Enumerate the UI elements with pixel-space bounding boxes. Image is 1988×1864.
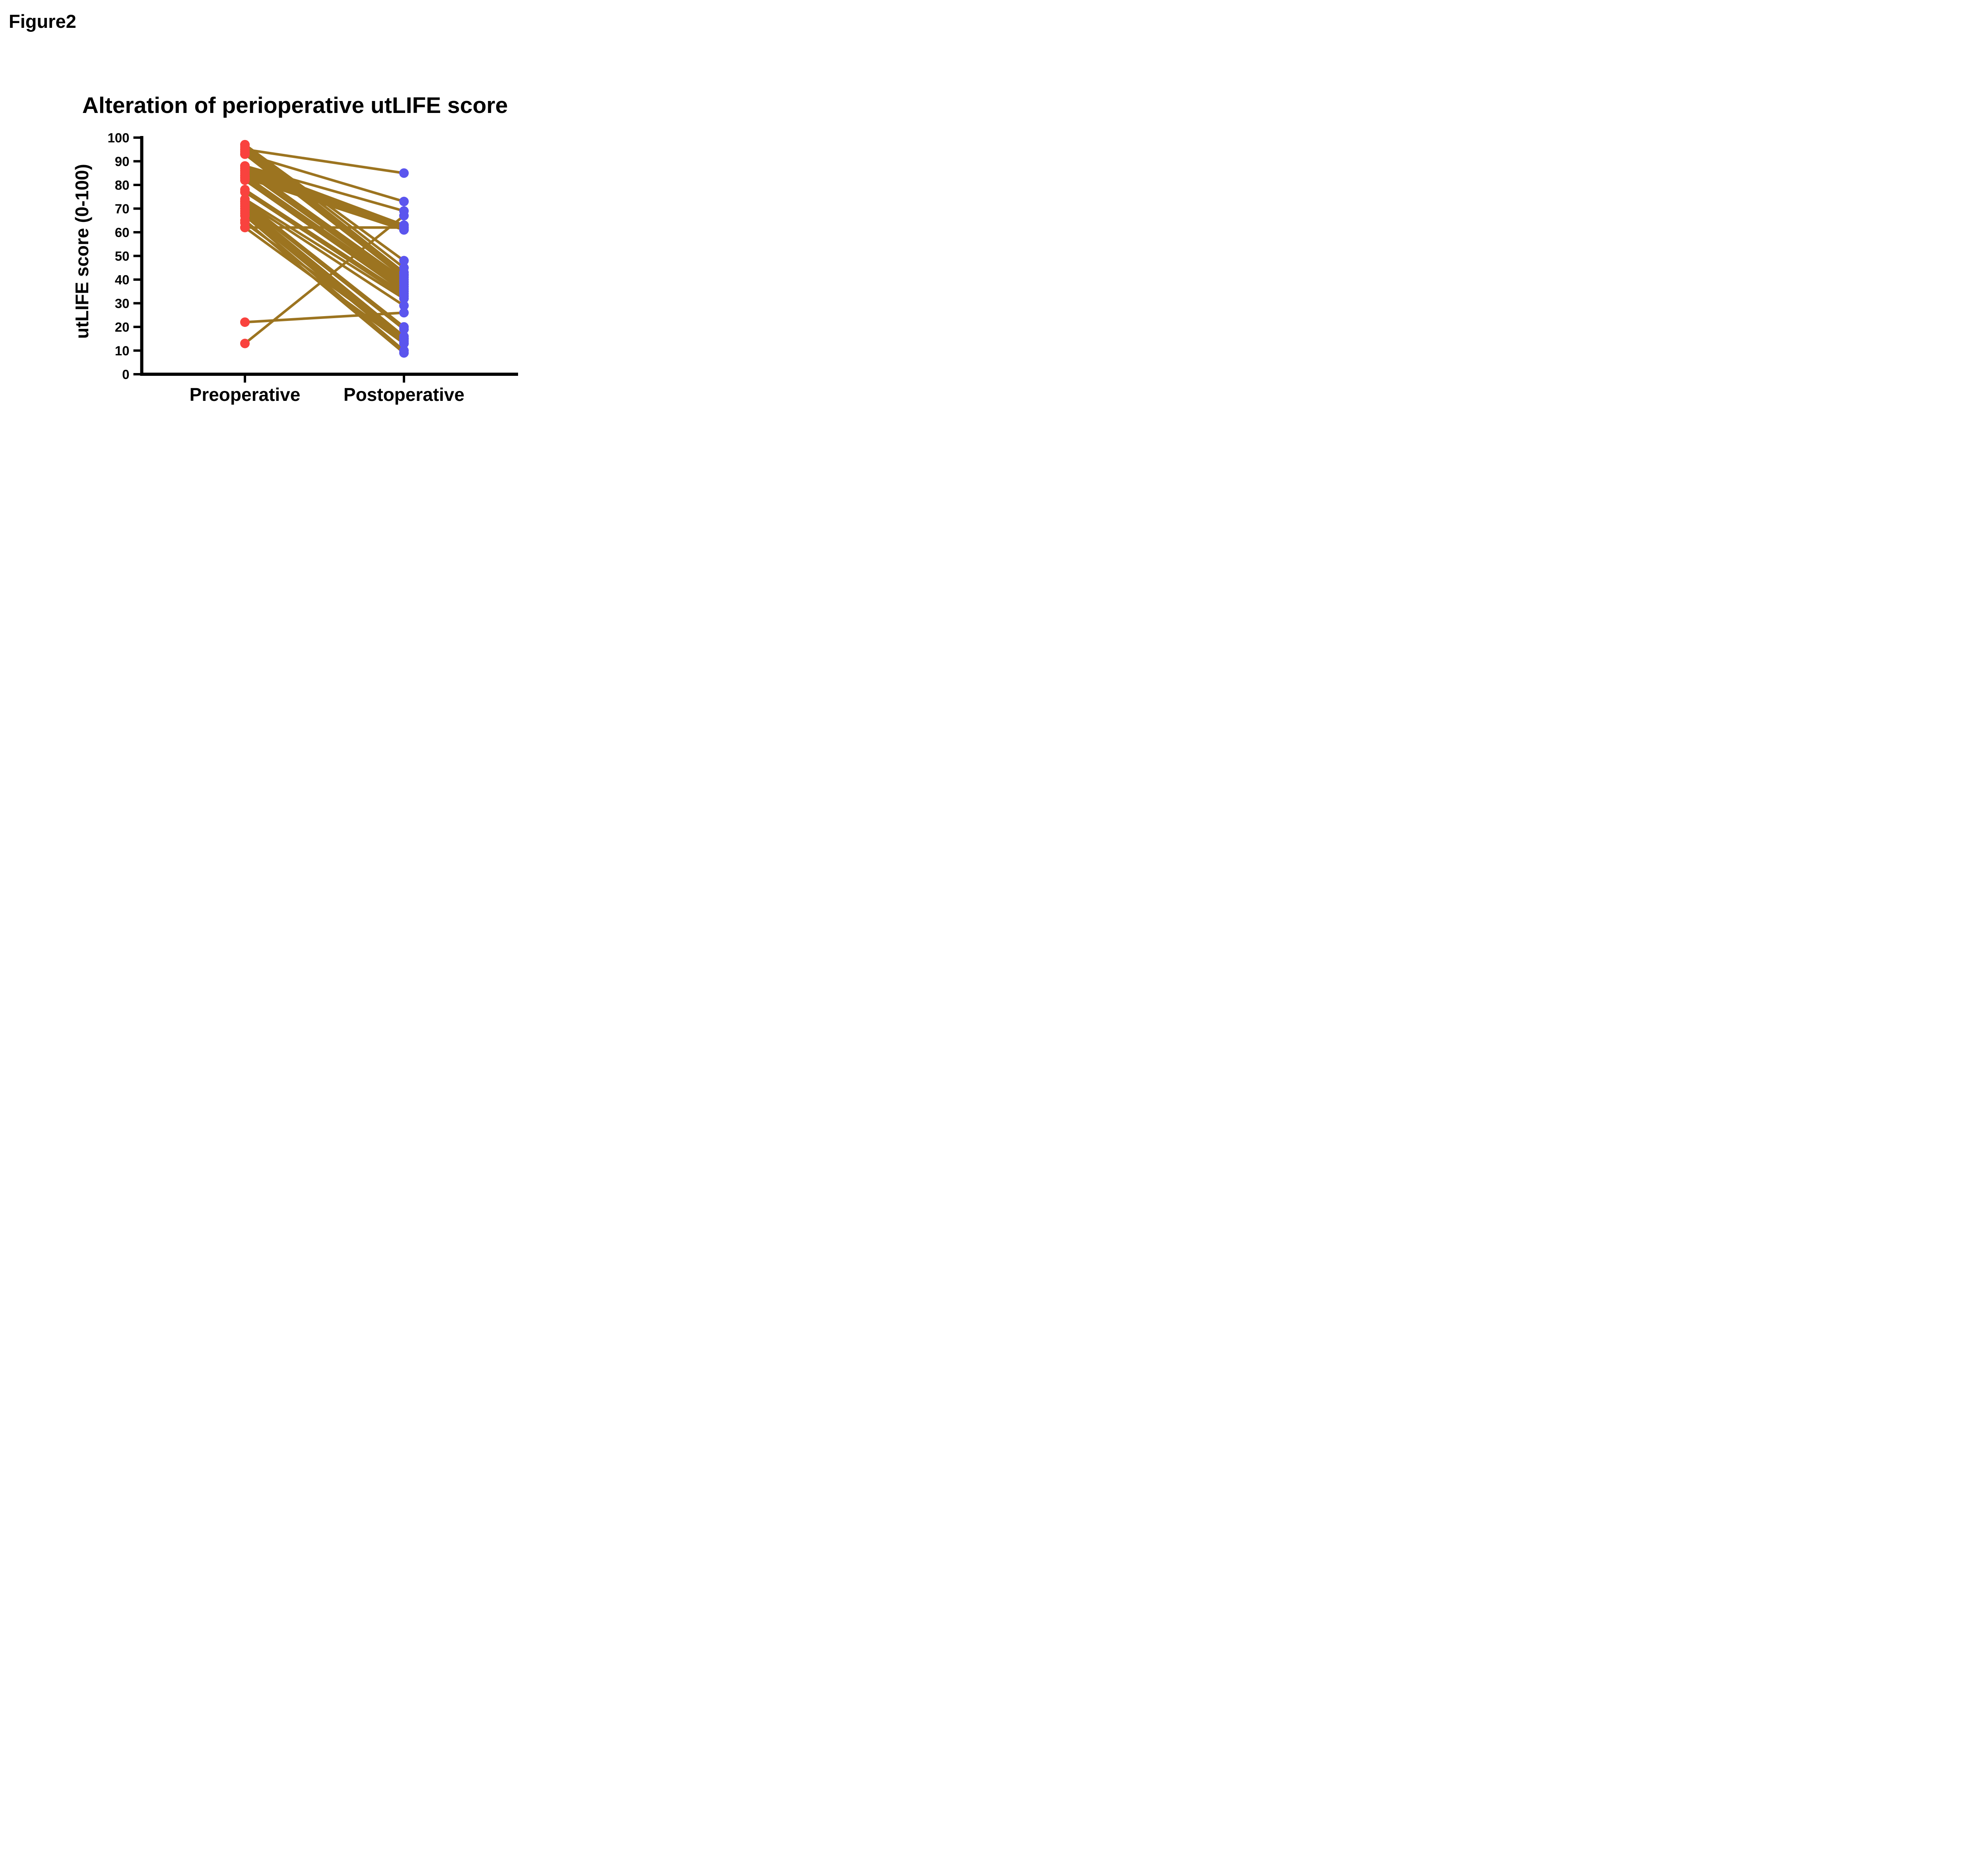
connector-line — [244, 144, 405, 269]
x-category-label: Postoperative — [344, 384, 464, 405]
postoperative-dot — [399, 301, 409, 311]
y-tick-label: 70 — [115, 202, 130, 216]
y-tick-label: 10 — [115, 344, 130, 358]
figure-canvas: Figure2 Alteration of perioperative utLI… — [0, 0, 573, 466]
connector-line — [244, 212, 405, 345]
connector-line — [244, 165, 405, 281]
y-tick-label: 80 — [115, 178, 130, 192]
preoperative-dot — [240, 216, 250, 225]
preoperative-dot — [240, 338, 250, 348]
postoperative-dot — [399, 324, 409, 334]
postoperative-dot — [399, 211, 409, 221]
connector-line — [244, 174, 405, 288]
chart-title: Alteration of perioperative utLIFE score — [82, 93, 508, 118]
y-tick-label: 50 — [115, 249, 130, 264]
postoperative-dot — [399, 225, 409, 235]
connector-line — [244, 198, 405, 300]
y-tick-label: 90 — [115, 154, 130, 169]
connector-line — [244, 219, 405, 354]
connector-line — [244, 172, 405, 229]
connector-line — [244, 210, 405, 342]
connector-line — [244, 205, 405, 338]
y-tick-label: 40 — [115, 272, 130, 287]
postoperative-dot — [399, 308, 409, 318]
connector-line — [244, 189, 405, 295]
connector-line — [244, 214, 405, 352]
connector-line — [244, 179, 405, 293]
x-category-label: Preoperative — [190, 384, 301, 405]
connector-line — [244, 203, 405, 330]
figure-label: Figure2 — [9, 11, 76, 32]
postoperative-dot — [399, 168, 409, 178]
preoperative-dot — [240, 223, 250, 233]
preoperative-dot — [240, 317, 250, 327]
connector-line — [244, 169, 405, 286]
postoperative-dot — [399, 338, 409, 348]
connector-line — [244, 207, 405, 340]
connector-line — [244, 167, 405, 227]
connector-line — [244, 200, 405, 307]
postoperative-dot — [399, 256, 409, 266]
connector-line — [244, 177, 405, 290]
postoperative-dot — [399, 196, 409, 206]
y-tick-label: 60 — [115, 225, 130, 240]
connector-line — [244, 153, 405, 278]
preoperative-dot — [240, 149, 250, 159]
connector-line — [244, 151, 405, 276]
connector-line — [245, 153, 404, 203]
postoperative-dot — [399, 348, 409, 358]
preoperative-dot — [240, 187, 250, 197]
connector-line — [244, 146, 405, 274]
y-tick-label: 100 — [107, 130, 129, 145]
connector-line — [245, 148, 404, 175]
plot-area: 0 10 20 30 40 50 60 70 80 90 100 Preoperative Postop… — [107, 130, 518, 405]
y-tick-label: 0 — [122, 367, 129, 382]
preoperative-dot — [240, 175, 250, 185]
connector-line — [244, 200, 405, 328]
connector-line — [244, 167, 405, 283]
y-tick-label: 30 — [115, 296, 130, 311]
connector-line — [244, 191, 405, 297]
postoperative-dot — [399, 293, 409, 303]
y-tick-label: 20 — [115, 320, 130, 334]
